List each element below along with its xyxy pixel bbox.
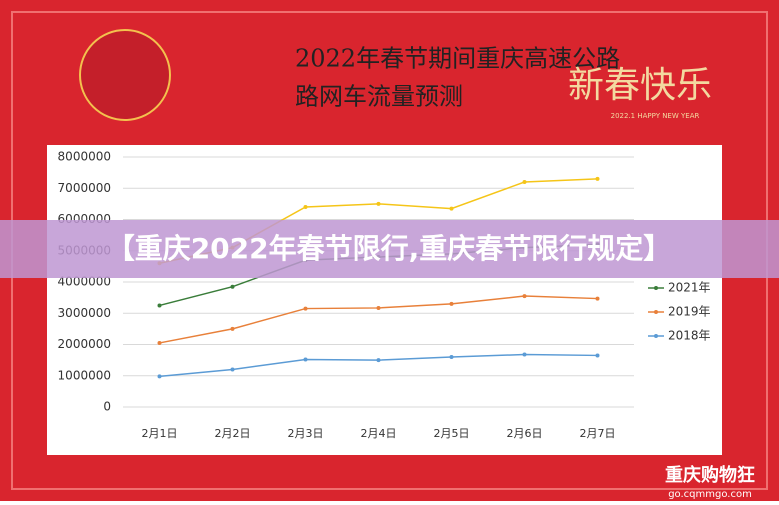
x-tick-label: 2月1日 (142, 427, 178, 440)
y-tick-label: 3000000 (58, 306, 111, 320)
legend-label: 2019年 (668, 305, 711, 319)
tiger-emblem (79, 29, 171, 121)
chart-panel (47, 145, 722, 455)
point (376, 358, 381, 363)
title-line: 2022年春节期间重庆高速公路 (295, 45, 620, 73)
point (595, 296, 600, 301)
x-tick-label: 2月3日 (288, 427, 324, 440)
point (376, 201, 381, 206)
point (230, 326, 235, 331)
point (595, 353, 600, 358)
y-tick-label: 0 (103, 400, 111, 414)
y-tick-label: 1000000 (58, 368, 111, 382)
watermark-url: go.cqmmgo.com (668, 489, 752, 500)
point (157, 303, 162, 308)
greeting: 新春快乐 (568, 65, 712, 106)
point (522, 294, 527, 299)
point (449, 301, 454, 306)
y-tick-label: 8000000 (58, 150, 111, 164)
x-tick-label: 2月7日 (580, 427, 616, 440)
x-tick-label: 2月5日 (434, 427, 470, 440)
point (230, 367, 235, 372)
watermark-name: 重庆购物狂 (665, 464, 755, 486)
point (303, 205, 308, 209)
banner-band (0, 220, 779, 278)
point (449, 206, 454, 211)
point (303, 306, 308, 311)
point (157, 340, 162, 345)
point (303, 357, 308, 362)
legend-label: 2021年 (668, 281, 711, 295)
point (522, 180, 527, 184)
x-tick-label: 2月2日 (215, 427, 251, 440)
legend-marker (654, 310, 658, 314)
greeting-sub: 2022.1 HAPPY NEW YEAR (611, 112, 700, 120)
point (157, 374, 162, 379)
y-tick-label: 2000000 (58, 337, 111, 351)
x-tick-label: 2月4日 (361, 427, 397, 440)
point (230, 284, 235, 289)
title-line: 路网车流量预测 (295, 83, 463, 111)
legend-marker (654, 334, 658, 338)
banner-text: 【重庆2022年春节限行,重庆春节限行规定】 (107, 232, 672, 265)
x-tick-label: 2月6日 (507, 427, 543, 440)
point (595, 176, 600, 181)
point (449, 355, 454, 359)
legend-marker (654, 286, 658, 290)
y-tick-label: 7000000 (58, 181, 111, 195)
legend-label: 2018年 (668, 329, 711, 343)
point (522, 352, 527, 357)
point (376, 305, 381, 310)
